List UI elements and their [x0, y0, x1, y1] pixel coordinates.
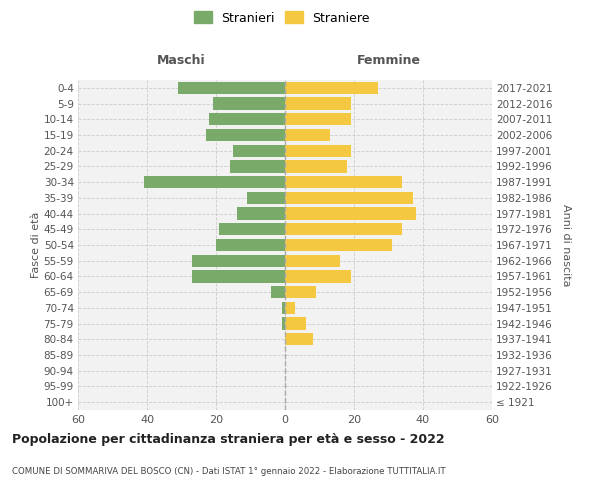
Text: Popolazione per cittadinanza straniera per età e sesso - 2022: Popolazione per cittadinanza straniera p…: [12, 432, 445, 446]
Bar: [281, 318, 285, 330]
Bar: [285, 192, 413, 204]
Bar: [285, 144, 350, 157]
Bar: [285, 208, 416, 220]
Bar: [206, 129, 285, 141]
Bar: [285, 239, 392, 251]
Bar: [178, 82, 285, 94]
Bar: [285, 223, 402, 235]
Bar: [143, 176, 285, 188]
Text: Maschi: Maschi: [157, 54, 206, 68]
Bar: [285, 113, 350, 126]
Bar: [285, 286, 316, 298]
Bar: [285, 333, 313, 345]
Bar: [230, 160, 285, 172]
Text: COMUNE DI SOMMARIVA DEL BOSCO (CN) - Dati ISTAT 1° gennaio 2022 - Elaborazione T: COMUNE DI SOMMARIVA DEL BOSCO (CN) - Dat…: [12, 468, 446, 476]
Bar: [237, 208, 285, 220]
Bar: [285, 176, 402, 188]
Bar: [285, 270, 350, 282]
Text: Femmine: Femmine: [356, 54, 421, 68]
Bar: [285, 98, 350, 110]
Bar: [247, 192, 285, 204]
Y-axis label: Fasce di età: Fasce di età: [31, 212, 41, 278]
Bar: [285, 302, 295, 314]
Y-axis label: Anni di nascita: Anni di nascita: [561, 204, 571, 286]
Bar: [192, 254, 285, 267]
Bar: [220, 223, 285, 235]
Bar: [233, 144, 285, 157]
Bar: [216, 239, 285, 251]
Bar: [285, 129, 330, 141]
Legend: Stranieri, Straniere: Stranieri, Straniere: [194, 11, 370, 24]
Bar: [271, 286, 285, 298]
Bar: [212, 98, 285, 110]
Bar: [192, 270, 285, 282]
Bar: [285, 82, 378, 94]
Bar: [285, 318, 306, 330]
Bar: [285, 254, 340, 267]
Bar: [209, 113, 285, 126]
Bar: [285, 160, 347, 172]
Bar: [281, 302, 285, 314]
